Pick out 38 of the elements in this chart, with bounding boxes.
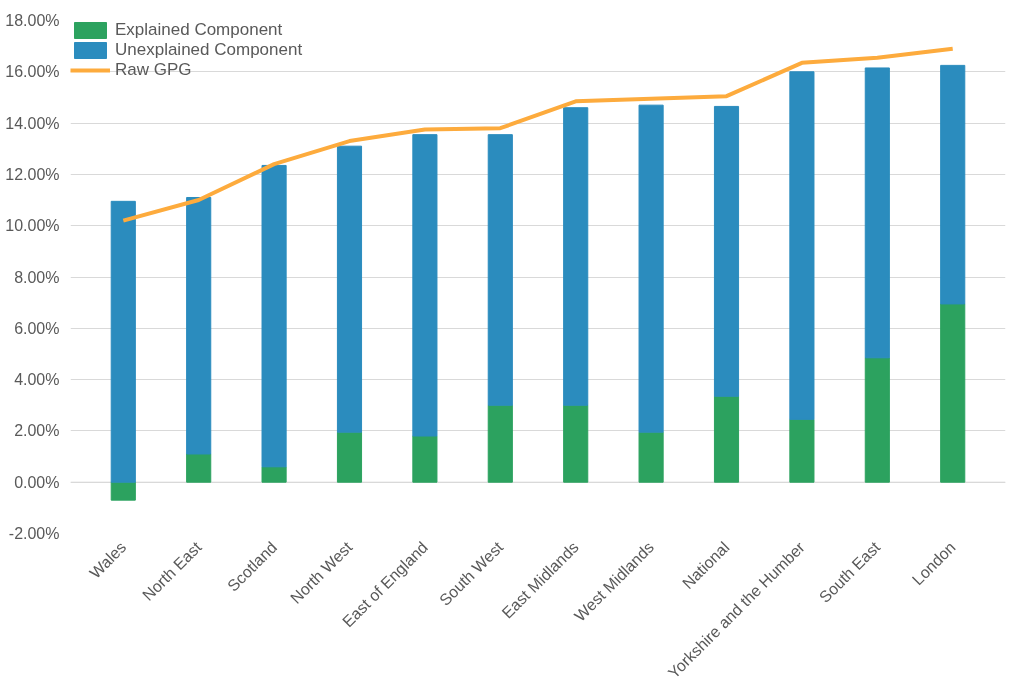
bar (261, 164, 287, 468)
y-tick-label: 10.00% (5, 217, 60, 235)
bar (563, 404, 589, 483)
y-tick-label: -2.00% (8, 525, 60, 542)
bar (412, 435, 438, 483)
y-tick-label: 14.00% (5, 114, 60, 132)
bar (638, 104, 664, 433)
bar (940, 64, 966, 305)
bar (487, 404, 513, 483)
legend-label: Explained Component (115, 20, 283, 40)
y-tick-label: 18.00% (5, 12, 60, 29)
bar (940, 303, 966, 483)
bar (713, 395, 740, 483)
bar (261, 466, 287, 483)
y-tick-label: 12.00% (5, 165, 60, 183)
bar (864, 67, 890, 359)
legend-label: Raw GPG (115, 60, 192, 80)
bar (563, 107, 589, 406)
bar (487, 134, 513, 406)
y-tick-label: 16.00% (5, 63, 60, 81)
legend-label: Unexplained Component (115, 40, 303, 60)
bar (186, 196, 212, 455)
bar (336, 145, 363, 433)
bar (186, 453, 212, 483)
bar (789, 418, 815, 483)
y-tick-label: 6.00% (14, 319, 60, 337)
bar (713, 105, 740, 397)
y-tick-label: 8.00% (14, 268, 60, 286)
bar (789, 71, 815, 420)
bar (864, 357, 890, 483)
y-tick-label: 4.00% (14, 371, 60, 389)
bar (638, 431, 664, 483)
bar (336, 431, 363, 483)
bar (110, 481, 136, 501)
y-tick-label: 0.00% (14, 473, 60, 491)
bar (412, 134, 438, 437)
bar (110, 200, 136, 483)
y-tick-label: 2.00% (14, 422, 60, 440)
